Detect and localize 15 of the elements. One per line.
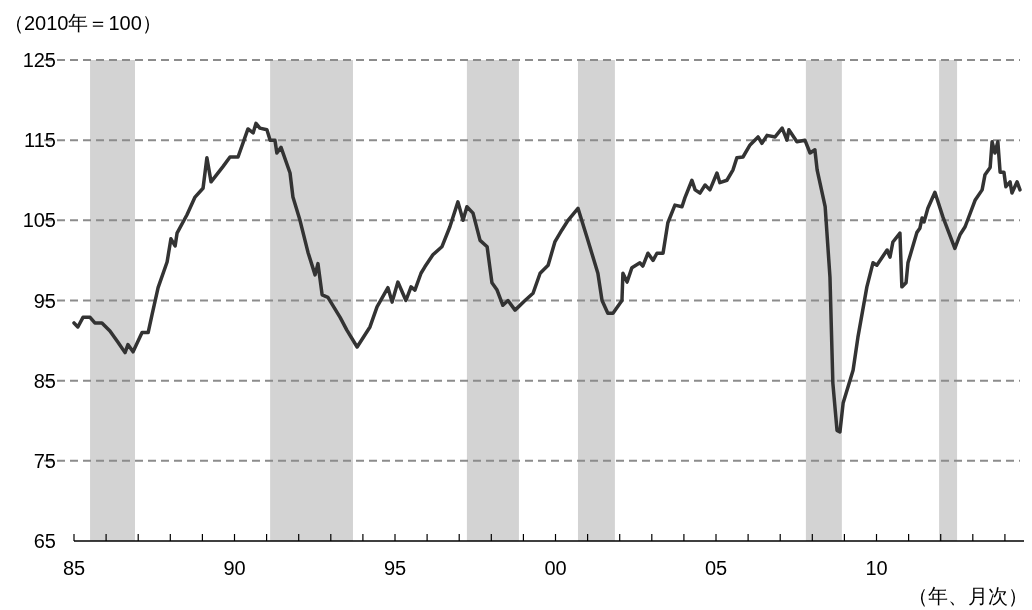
ylabel: （2010年＝100） — [4, 12, 162, 34]
xlabel: （年、月次） — [908, 585, 1028, 607]
y-tick-label: 125 — [22, 49, 56, 71]
y-tick-label: 65 — [33, 530, 56, 552]
x-tick-label: 95 — [383, 557, 407, 579]
x-tick-label: 90 — [223, 557, 246, 579]
y-tick-label: 115 — [24, 129, 56, 152]
x-tick-label: 10 — [865, 557, 888, 579]
y-tick-label: 95 — [33, 289, 56, 312]
x-tick-label: 00 — [544, 557, 567, 579]
y-tick-label: 85 — [33, 369, 56, 392]
y-tick-label: 105 — [22, 209, 56, 232]
x-tick-label: 05 — [704, 557, 728, 579]
y-tick-label: 75 — [33, 449, 56, 472]
x-tick-label: 85 — [62, 557, 86, 579]
